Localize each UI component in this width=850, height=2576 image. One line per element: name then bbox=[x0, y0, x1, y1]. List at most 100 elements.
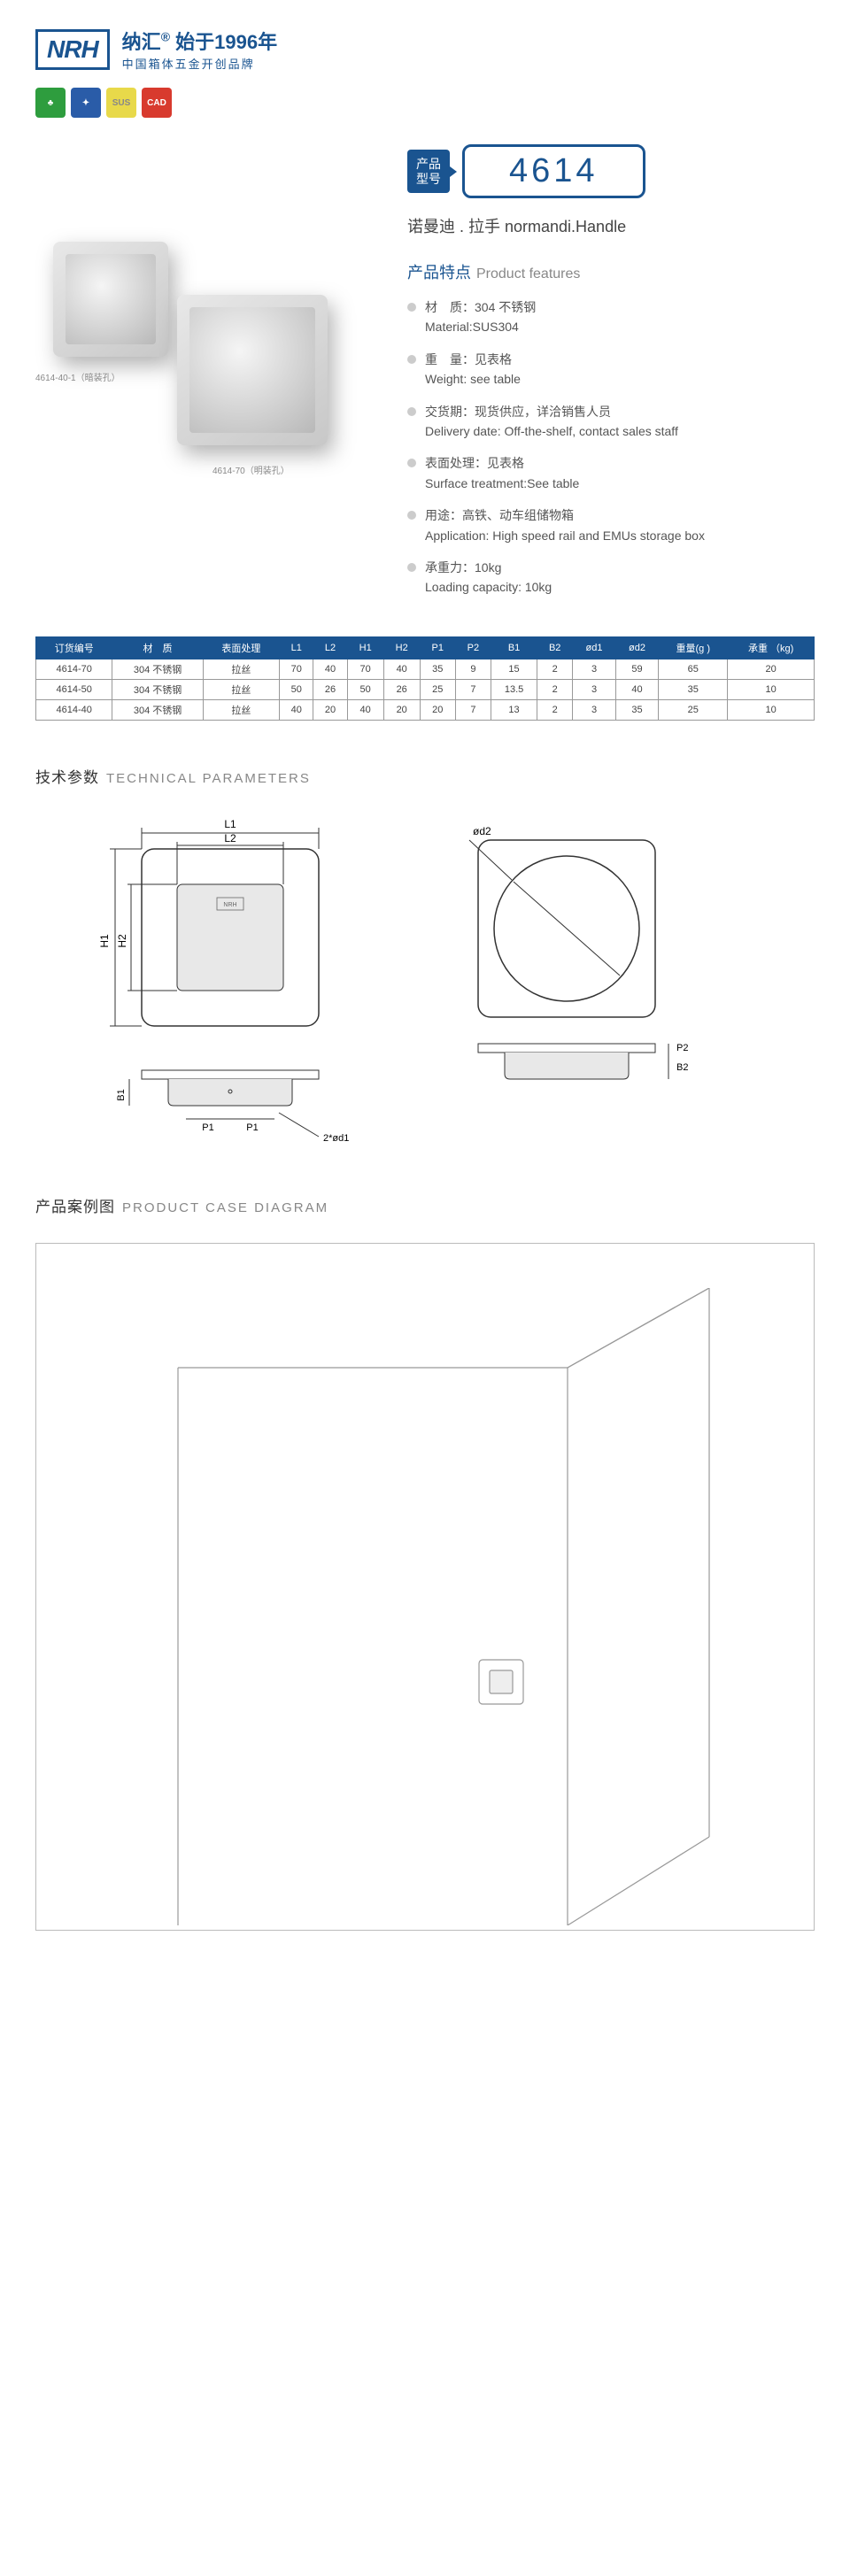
table-cell: 304 不锈钢 bbox=[112, 679, 203, 699]
product-render: 4614-40-1（暗装孔） 4614-70（明装孔） bbox=[35, 215, 372, 463]
brand-cn: 纳汇® 始于1996年 bbox=[122, 27, 277, 55]
svg-text:2*ød1: 2*ød1 bbox=[323, 1133, 349, 1144]
table-cell: 3 bbox=[573, 699, 615, 720]
badge-eco-icon: ♣ bbox=[35, 88, 66, 118]
svg-text:H2: H2 bbox=[116, 934, 128, 948]
table-cell: 2 bbox=[537, 699, 573, 720]
model-row: 产品型号 4614 bbox=[407, 144, 815, 198]
features-title: 产品特点Product features bbox=[407, 260, 815, 283]
table-cell: 70 bbox=[347, 659, 383, 679]
table-cell: 59 bbox=[615, 659, 658, 679]
svg-text:ød2: ød2 bbox=[473, 825, 491, 837]
table-cell: 50 bbox=[347, 679, 383, 699]
product-info-column: 产品型号 4614 诺曼迪 . 拉手 normandi.Handle 产品特点P… bbox=[407, 144, 815, 610]
table-header: B1 bbox=[491, 636, 537, 659]
product-render-small bbox=[53, 242, 168, 357]
table-cell: 4614-50 bbox=[36, 679, 112, 699]
table-cell: 4614-70 bbox=[36, 659, 112, 679]
svg-text:B1: B1 bbox=[116, 1089, 127, 1100]
product-subtitle: 诺曼迪 . 拉手 normandi.Handle bbox=[407, 214, 815, 237]
table-cell: 20 bbox=[383, 699, 420, 720]
table-cell: 20 bbox=[313, 699, 347, 720]
logo-text: NRH bbox=[47, 35, 98, 63]
svg-text:P2: P2 bbox=[676, 1043, 688, 1053]
table-cell: 65 bbox=[659, 659, 728, 679]
table-cell: 13 bbox=[491, 699, 537, 720]
table-cell: 2 bbox=[537, 679, 573, 699]
case-diagram-svg bbox=[125, 1288, 727, 1925]
table-cell: 拉丝 bbox=[203, 699, 279, 720]
table-cell: 304 不锈钢 bbox=[112, 659, 203, 679]
brand-text-block: 纳汇® 始于1996年 中国箱体五金开创品牌 bbox=[122, 27, 277, 72]
svg-text:H1: H1 bbox=[98, 934, 111, 948]
table-cell: 7 bbox=[455, 699, 491, 720]
tech-params-title: 技术参数TECHNICAL PARAMETERS bbox=[35, 765, 815, 787]
badge-cert-icon: ✦ bbox=[71, 88, 101, 118]
table-cell: 25 bbox=[659, 699, 728, 720]
table-cell: 25 bbox=[420, 679, 455, 699]
feature-item: 材 质：304 不锈钢Material:SUS304 bbox=[407, 297, 815, 337]
diagram-front-side: NRH L1 L2 H1 H2 P1 P1 B1 bbox=[89, 814, 390, 1150]
table-cell: 70 bbox=[280, 659, 313, 679]
brand-tagline: 中国箱体五金开创品牌 bbox=[122, 55, 277, 72]
table-header: H2 bbox=[383, 636, 420, 659]
case-diagram-title: 产品案例图PRODUCT CASE DIAGRAM bbox=[35, 1194, 815, 1216]
table-header-row: 订货编号材 质表面处理L1L2H1H2P1P2B1B2ød1ød2重量(g )承… bbox=[36, 636, 815, 659]
table-cell: 35 bbox=[659, 679, 728, 699]
table-row: 4614-40304 不锈钢拉丝402040202071323352510 bbox=[36, 699, 815, 720]
table-cell: 40 bbox=[313, 659, 347, 679]
table-row: 4614-50304 不锈钢拉丝5026502625713.523403510 bbox=[36, 679, 815, 699]
svg-text:NRH: NRH bbox=[223, 902, 236, 908]
feature-item: 重 量：见表格Weight: see table bbox=[407, 350, 815, 389]
table-cell: 7 bbox=[455, 679, 491, 699]
case-diagram-box bbox=[35, 1243, 815, 1931]
render-label-2: 4614-70（明装孔） bbox=[212, 463, 290, 476]
table-cell: 拉丝 bbox=[203, 659, 279, 679]
brand-header: NRH 纳汇® 始于1996年 中国箱体五金开创品牌 bbox=[35, 27, 815, 72]
table-cell: 10 bbox=[728, 699, 815, 720]
table-cell: 20 bbox=[420, 699, 455, 720]
table-cell: 40 bbox=[347, 699, 383, 720]
spec-table: 订货编号材 质表面处理L1L2H1H2P1P2B1B2ød1ød2重量(g )承… bbox=[35, 636, 815, 721]
feature-item: 交货期：现货供应，详洽销售人员Delivery date: Off-the-sh… bbox=[407, 402, 815, 442]
table-cell: 10 bbox=[728, 679, 815, 699]
table-cell: 13.5 bbox=[491, 679, 537, 699]
model-number: 4614 bbox=[462, 144, 645, 198]
svg-text:B2: B2 bbox=[676, 1062, 688, 1073]
table-header: 承重 （kg) bbox=[728, 636, 815, 659]
table-header: P2 bbox=[455, 636, 491, 659]
table-cell: 26 bbox=[313, 679, 347, 699]
table-cell: 35 bbox=[420, 659, 455, 679]
table-header: B2 bbox=[537, 636, 573, 659]
table-header: 重量(g ) bbox=[659, 636, 728, 659]
table-header: P1 bbox=[420, 636, 455, 659]
table-header: H1 bbox=[347, 636, 383, 659]
table-row: 4614-70304 不锈钢拉丝704070403591523596520 bbox=[36, 659, 815, 679]
diagram-rear: ød2 P2 B2 bbox=[460, 814, 708, 1097]
svg-text:P1: P1 bbox=[202, 1122, 213, 1133]
table-cell: 26 bbox=[383, 679, 420, 699]
table-header: L1 bbox=[280, 636, 313, 659]
table-cell: 15 bbox=[491, 659, 537, 679]
svg-text:P1: P1 bbox=[246, 1122, 258, 1133]
table-cell: 3 bbox=[573, 659, 615, 679]
table-header: 材 质 bbox=[112, 636, 203, 659]
table-header: ød2 bbox=[615, 636, 658, 659]
feature-list: 材 质：304 不锈钢Material:SUS304 重 量：见表格Weight:… bbox=[407, 297, 815, 598]
table-cell: 40 bbox=[615, 679, 658, 699]
feature-item: 承重力：10kgLoading capacity: 10kg bbox=[407, 558, 815, 598]
feature-item: 表面处理：见表格Surface treatment:See table bbox=[407, 453, 815, 493]
table-cell: 20 bbox=[728, 659, 815, 679]
tech-diagram-block: NRH L1 L2 H1 H2 P1 P1 B1 bbox=[35, 814, 815, 1194]
feature-item: 用途：高铁、动车组储物箱Application: High speed rail… bbox=[407, 505, 815, 545]
table-cell: 9 bbox=[455, 659, 491, 679]
badge-row: ♣ ✦ SUS CAD bbox=[35, 88, 815, 118]
logo-mark: NRH bbox=[35, 29, 110, 70]
table-cell: 4614-40 bbox=[36, 699, 112, 720]
table-cell: 40 bbox=[383, 659, 420, 679]
table-cell: 2 bbox=[537, 659, 573, 679]
table-header: ød1 bbox=[573, 636, 615, 659]
table-cell: 3 bbox=[573, 679, 615, 699]
table-cell: 304 不锈钢 bbox=[112, 699, 203, 720]
product-render-large bbox=[177, 295, 328, 445]
